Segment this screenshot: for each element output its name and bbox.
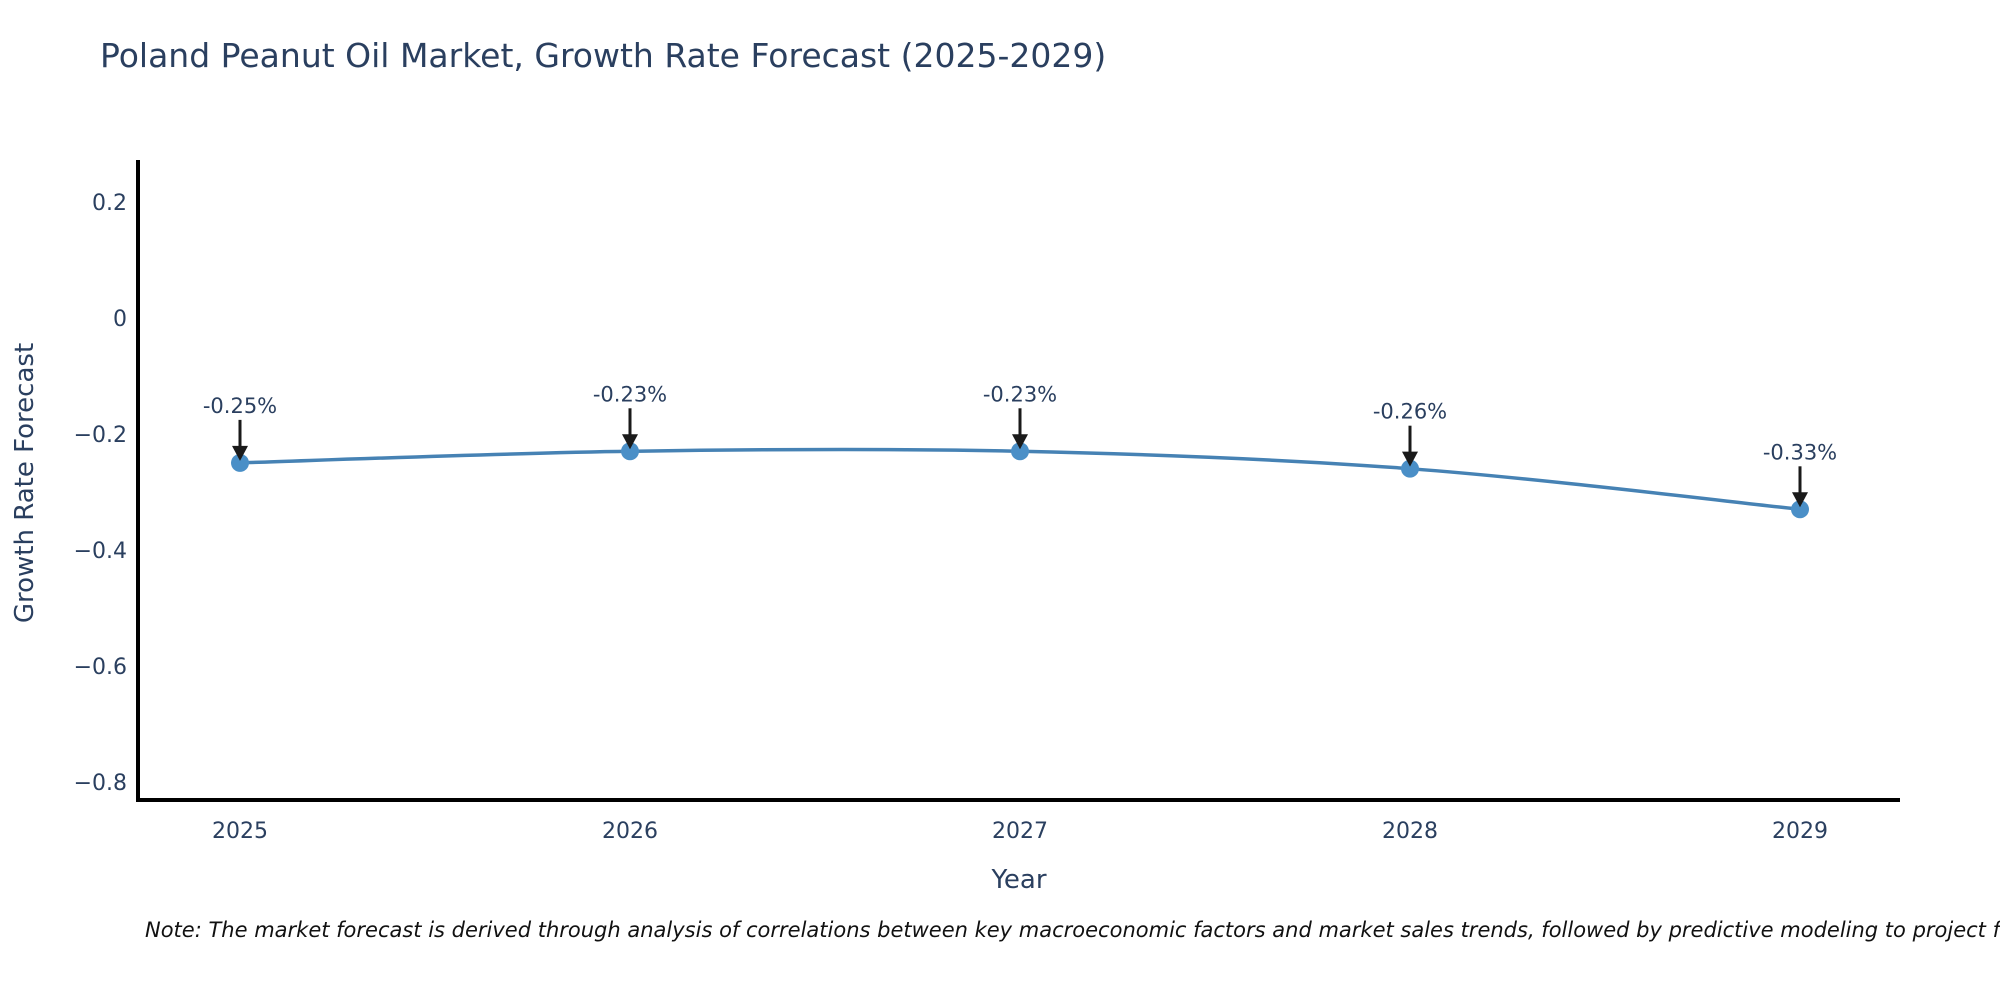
x-tick-label: 2026 xyxy=(602,819,658,844)
x-tick-label: 2029 xyxy=(1772,819,1828,844)
y-tick-label: −0.8 xyxy=(74,771,127,796)
annotation-arrowhead-icon xyxy=(1012,434,1028,450)
y-tick-label: −0.6 xyxy=(74,655,127,680)
annotation-arrowhead-icon xyxy=(1402,451,1418,467)
data-point-marker[interactable] xyxy=(231,453,249,472)
data-point-marker[interactable] xyxy=(1011,442,1029,461)
x-tick-label: 2027 xyxy=(992,819,1048,844)
annotation-arrowhead-icon xyxy=(622,434,638,450)
y-tick-label: 0 xyxy=(113,307,127,332)
point-value-label: -0.33% xyxy=(1763,440,1837,464)
chart-title: Poland Peanut Oil Market, Growth Rate Fo… xyxy=(100,36,1107,75)
data-point-marker[interactable] xyxy=(1791,500,1809,519)
x-tick-label: 2025 xyxy=(212,819,268,844)
point-value-label: -0.25% xyxy=(203,394,277,418)
x-axis-title: Year xyxy=(991,865,1047,895)
data-point-marker[interactable] xyxy=(621,442,639,461)
y-tick-label: −0.2 xyxy=(74,423,127,448)
x-tick-label: 2028 xyxy=(1382,819,1438,844)
point-value-label: -0.26% xyxy=(1373,400,1447,424)
point-value-label: -0.23% xyxy=(593,382,667,406)
annotation-arrowhead-icon xyxy=(1792,492,1808,508)
point-value-label: -0.23% xyxy=(983,382,1057,406)
y-tick-label: 0.2 xyxy=(92,191,127,216)
annotation-arrowhead-icon xyxy=(232,445,248,461)
data-point-marker[interactable] xyxy=(1401,459,1419,478)
footnote: Note: The market forecast is derived thr… xyxy=(145,918,2000,942)
y-tick-label: −0.4 xyxy=(74,539,127,564)
